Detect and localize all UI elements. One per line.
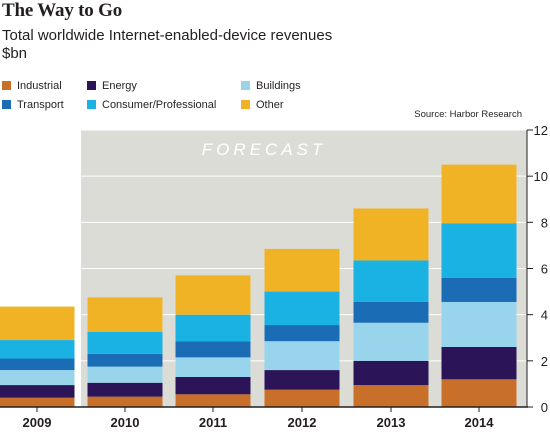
bar-segment-consumer-professional — [264, 291, 340, 326]
bar-segment-other — [87, 297, 163, 332]
legend-item-energy: Energy — [87, 80, 137, 92]
bar-segment-energy — [264, 370, 340, 390]
chart-title: The Way to Go — [2, 0, 123, 21]
bar-segment-industrial — [87, 396, 163, 407]
bar-segment-transport — [441, 277, 517, 302]
bar-segment-industrial — [0, 397, 75, 407]
x-tick-label: 2014 — [465, 415, 495, 430]
x-axis-ticks: 2009 2010 2011 2012 2013 2014 — [23, 407, 495, 430]
legend-label: Buildings — [256, 80, 301, 92]
bar-segment-consumer-professional — [441, 223, 517, 278]
bar-segment-buildings — [264, 341, 340, 371]
bar-segment-other — [353, 208, 429, 261]
y-tick-label: 12 — [534, 123, 548, 138]
bar-segment-other — [0, 306, 75, 341]
bar-segment-industrial — [441, 379, 517, 407]
legend-swatch — [241, 100, 250, 109]
chart-subtitle: Total worldwide Internet-enabled-device … — [2, 27, 333, 44]
bar-segment-consumer-professional — [0, 340, 75, 359]
legend-item-buildings: Buildings — [241, 80, 301, 92]
x-tick-label: 2011 — [199, 415, 227, 430]
bar-segment-energy — [87, 382, 163, 397]
bar-segment-transport — [264, 325, 340, 342]
y-tick-label: 0 — [541, 400, 548, 415]
y-tick-label: 8 — [541, 215, 548, 230]
y-unit-label: $bn — [2, 45, 28, 62]
bar-segment-other — [175, 275, 251, 315]
bar-segment-energy — [353, 360, 429, 386]
y-tick-label: 10 — [534, 169, 548, 184]
bar-segment-transport — [87, 353, 163, 367]
bar-segment-other — [264, 248, 340, 292]
x-tick-label: 2009 — [23, 415, 52, 430]
bar-segment-buildings — [441, 301, 517, 347]
legend-swatch — [2, 100, 11, 109]
bar-segment-buildings — [175, 357, 251, 377]
source-note: Source: Harbor Research — [414, 109, 522, 120]
bar-segment-transport — [175, 341, 251, 358]
legend-label: Transport — [17, 99, 64, 111]
legend-swatch — [87, 81, 96, 90]
x-tick-label: 2012 — [288, 415, 317, 430]
bar-segment-energy — [0, 385, 75, 398]
legend-label: Energy — [102, 80, 137, 92]
bar-segment-transport — [353, 301, 429, 323]
y-tick-label: 4 — [541, 308, 548, 323]
x-tick-label: 2013 — [377, 415, 406, 430]
legend-label: Industrial — [17, 80, 62, 92]
bar-segment-consumer-professional — [175, 314, 251, 342]
bar-segment-buildings — [0, 370, 75, 386]
legend-item-other: Other — [241, 99, 284, 111]
legend-swatch — [2, 81, 11, 90]
bar-segment-industrial — [264, 389, 340, 407]
bar-segment-transport — [0, 358, 75, 371]
bar-segment-energy — [175, 376, 251, 395]
bar-segment-buildings — [87, 366, 163, 383]
y-tick-label: 2 — [541, 354, 548, 369]
legend-item-transport: Transport — [2, 99, 64, 111]
legend-item-consumer-professional: Consumer/Professional — [87, 99, 216, 111]
legend-swatch — [241, 81, 250, 90]
legend-swatch — [87, 100, 96, 109]
legend-label: Consumer/Professional — [102, 99, 217, 111]
legend: Industrial Transport Energy Consumer/Pro… — [0, 76, 400, 116]
bar-segment-energy — [441, 346, 517, 380]
bar-segment-industrial — [353, 385, 429, 407]
y-axis-ticks: 0 2 4 6 8 10 12 — [527, 123, 548, 415]
y-tick-label: 6 — [541, 262, 548, 277]
bar-segment-buildings — [353, 322, 429, 361]
bars — [0, 164, 517, 407]
forecast-label: FORECAST — [202, 140, 327, 159]
legend-item-industrial: Industrial — [2, 80, 62, 92]
legend-label: Other — [256, 99, 284, 111]
bar-segment-industrial — [175, 394, 251, 407]
x-tick-label: 2010 — [111, 415, 140, 430]
bar-segment-other — [441, 164, 517, 224]
bar-segment-consumer-professional — [87, 331, 163, 354]
bar-segment-consumer-professional — [353, 260, 429, 302]
